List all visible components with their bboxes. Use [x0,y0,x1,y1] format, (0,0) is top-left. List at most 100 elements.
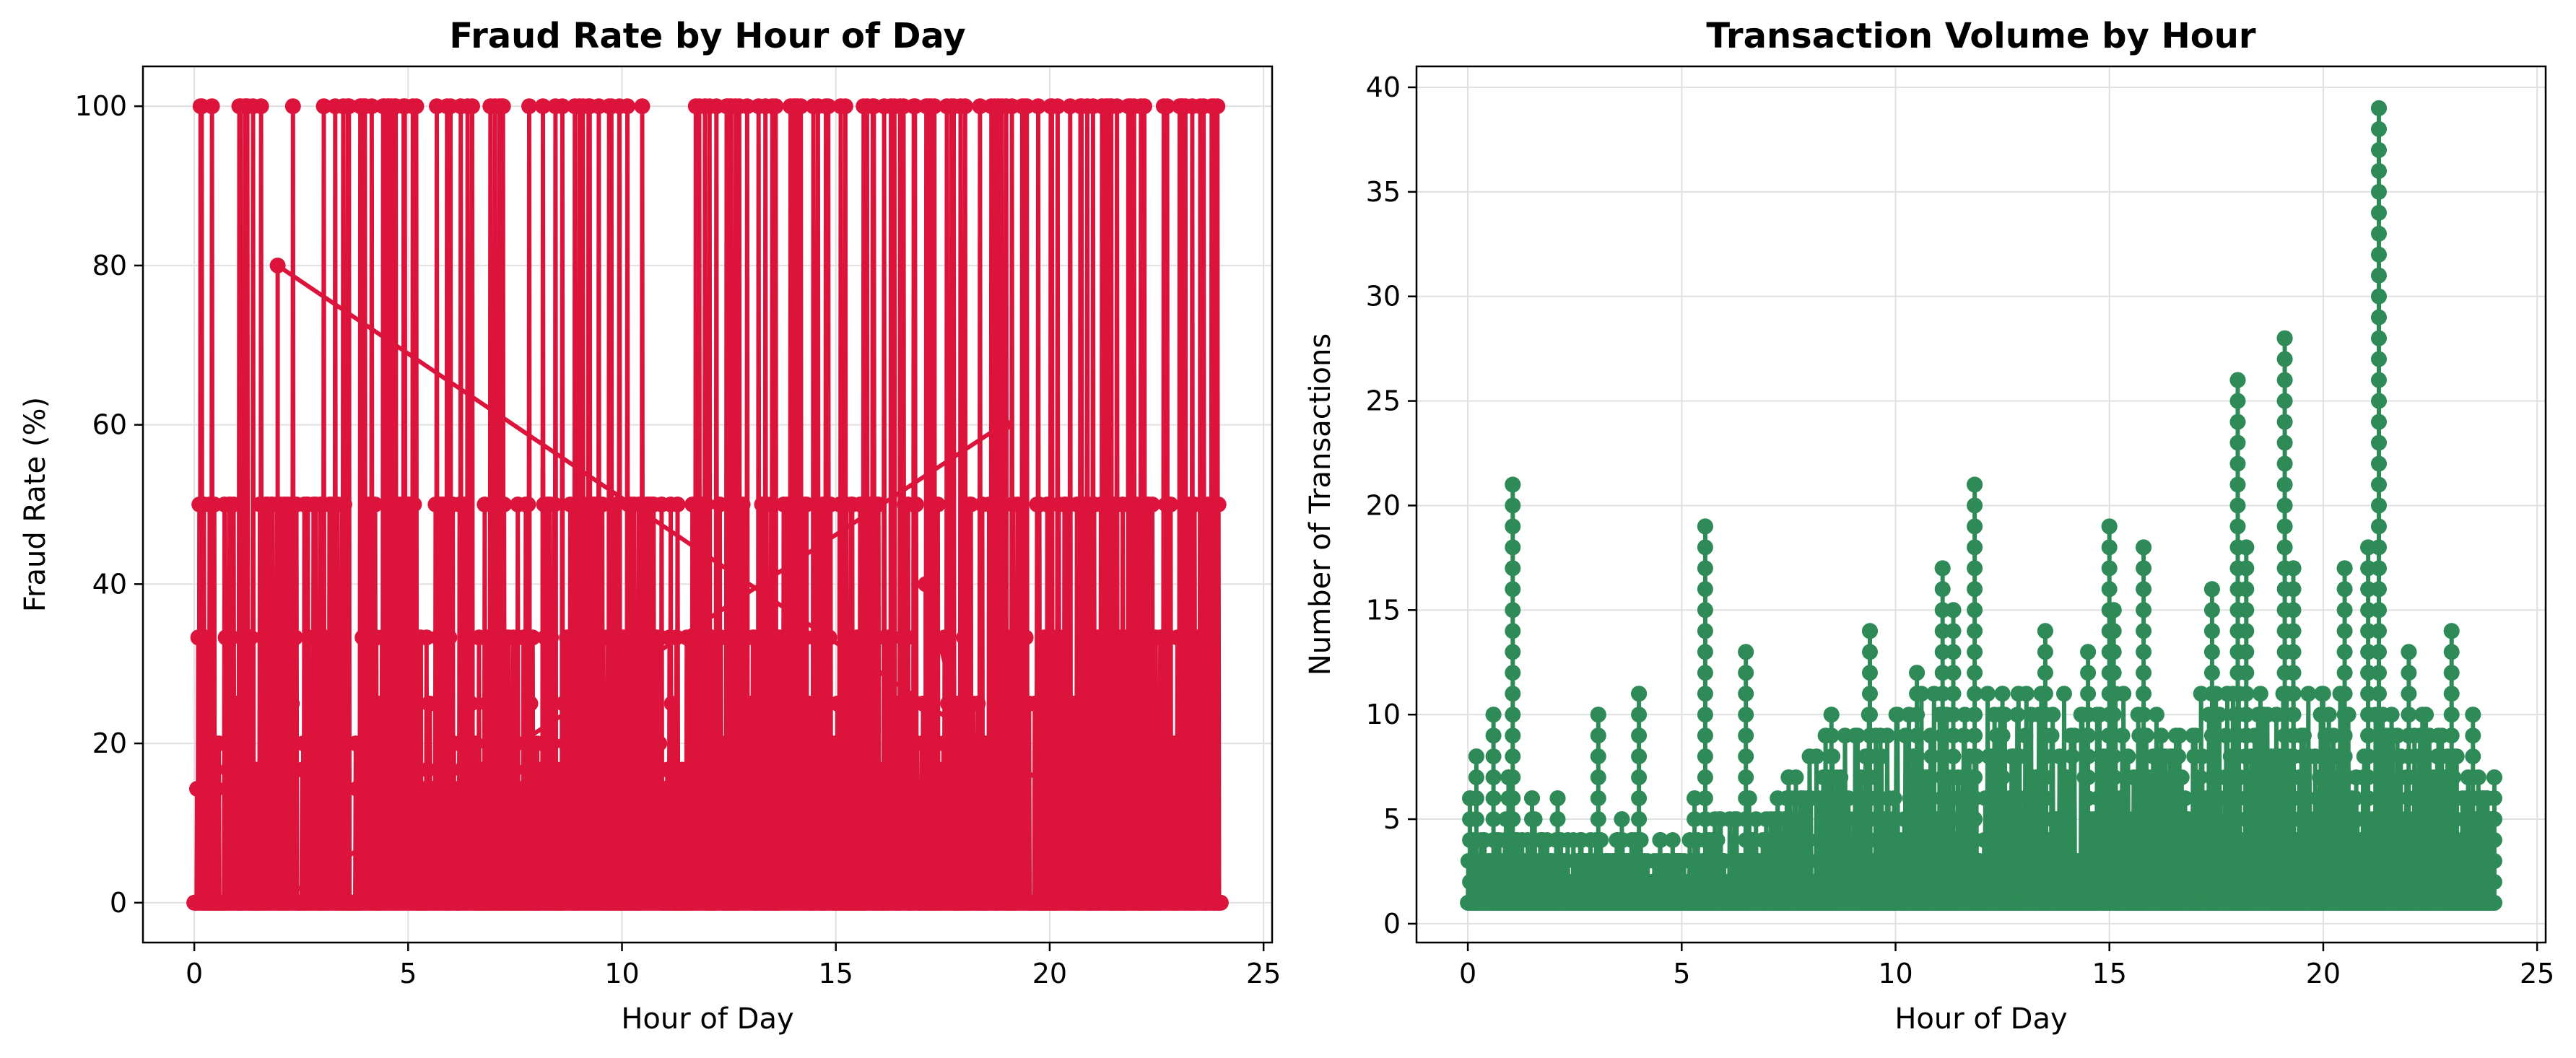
fraud-rate-point [848,629,865,646]
transaction-volume-point [1485,727,1502,744]
transaction-volume-point [2105,894,2122,911]
transaction-volume-point [2306,811,2323,828]
fraud-rate-point [663,695,680,712]
transaction-volume-point [1967,832,1983,848]
transaction-volume-point [2136,853,2152,869]
fraud-rate-point [331,735,348,752]
fraud-rate-y-tick-label: 100 [74,90,127,122]
fraud-rate-chart: 0 5 10 15 20 25 0 20 40 60 80 100 Fraud Rate by Hou… [19,16,1281,1036]
fraud-rate-y-tick-label: 40 [92,568,127,600]
transaction-volume-point [2229,414,2246,430]
transaction-volume-point [2136,707,2152,723]
transaction-volume-point [1967,707,1983,723]
transaction-volume-point [1945,602,1962,618]
fraud-rate-point [227,695,244,712]
transaction-volume-point [2300,686,2317,702]
transaction-volume-point [2203,581,2220,598]
transaction-volume-point [2064,748,2081,765]
transaction-volume-point [2080,665,2097,681]
transaction-volume-point [1780,790,1797,807]
transaction-volume-point [2238,853,2255,869]
fraud-rate-point [347,735,364,752]
fraud-rate-point [878,761,895,778]
transaction-volume-x-tick-label: 5 [1673,958,1690,989]
transaction-volume-point [1697,581,1713,598]
transaction-volume-point [2465,853,2481,869]
transaction-volume-point [2371,414,2387,430]
transaction-volume-point [2017,727,2034,744]
transaction-volume-point [2238,560,2255,577]
fraud-rate-point [918,894,934,911]
transaction-volume-point [1945,727,1962,744]
transaction-volume-point [1697,602,1713,618]
transaction-volume-point [2080,790,2097,807]
transaction-volume-point [1780,832,1797,848]
transaction-volume-point [1505,769,1521,786]
transaction-volume-y-tick-label: 10 [1366,699,1401,730]
transaction-volume-point [2443,644,2460,660]
transaction-volume-point [2371,894,2387,911]
fraud-rate-point [1166,735,1183,752]
transaction-volume-point [1934,560,1951,577]
transaction-volume-point [1780,874,1797,890]
transaction-volume-point [2136,727,2152,744]
fraud-rate-point [956,629,972,646]
transaction-volume-point [2136,748,2152,765]
fraud-rate-point [554,98,570,115]
transaction-volume-point [2105,623,2122,639]
transaction-volume-point [2371,811,2387,828]
transaction-volume-point [1505,853,1521,869]
transaction-volume-point [2443,665,2460,681]
transaction-volume-point [2371,623,2387,639]
transaction-volume-point [1485,790,1502,807]
transaction-volume-point [2238,832,2255,848]
fraud-rate-point [578,629,595,646]
transaction-volume-point [2336,790,2353,807]
transaction-volume-point [2285,769,2302,786]
transaction-volume-point [2371,539,2387,556]
fraud-rate-point [713,629,729,646]
transaction-volume-point [1485,811,1502,828]
fraud-rate-point [812,781,829,797]
transaction-volume-point [2149,874,2166,890]
transaction-volume-point [1967,894,1983,911]
fraud-rate-point [1212,894,1229,911]
transaction-volume-point [2021,832,2037,848]
transaction-volume-point [1652,874,1668,890]
transaction-volume-point [2238,539,2255,556]
transaction-volume-point [1823,832,1840,848]
transaction-volume-point [2203,748,2220,765]
transaction-volume-point [2401,707,2417,723]
fraud-rate-point [1066,735,1082,752]
transaction-volume-point [2336,644,2353,660]
transaction-volume-point [1823,811,1840,828]
fraud-rate-point [981,497,997,512]
transaction-volume-point [2163,811,2180,828]
transaction-volume-point [1738,748,1754,765]
fraud-rate-point [394,735,411,752]
transaction-volume-point [2170,748,2187,765]
fraud-rate-point [1035,629,1052,646]
transaction-volume-point [2037,727,2053,744]
transaction-volume-point [1697,748,1713,765]
transaction-volume-point [2238,811,2255,828]
transaction-volume-point [2371,121,2387,137]
transaction-volume-point [2252,686,2268,702]
transaction-volume-point [1967,686,1983,702]
fraud-rate-point [557,695,573,712]
transaction-volume-point [1697,707,1713,723]
fraud-rate-point [932,781,949,797]
transaction-volume-point [2285,581,2302,598]
fraud-rate-point [1017,629,1034,646]
fraud-rate-point [341,98,357,115]
fraud-rate-point [240,781,257,797]
fraud-rate-point [406,497,422,512]
fraud-rate-point [316,98,332,115]
transaction-volume-point [2037,769,2053,786]
transaction-volume-point [2285,874,2302,890]
fraud-rate-point [709,761,726,778]
transaction-volume-point [1652,832,1668,848]
transaction-volume-point [2238,894,2255,911]
transaction-volume-point [1590,790,1606,807]
transaction-volume-point [1590,832,1606,848]
